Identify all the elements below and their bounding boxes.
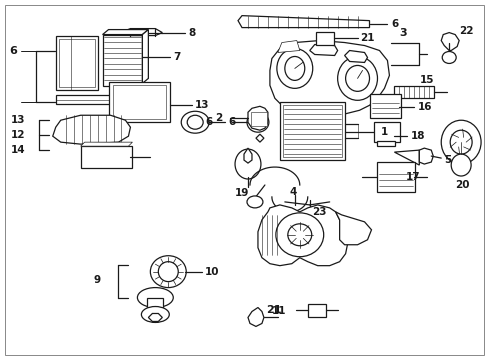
- Bar: [282, 105, 341, 157]
- Bar: [112, 85, 166, 119]
- Text: 10: 10: [205, 267, 219, 276]
- Bar: [59, 39, 94, 87]
- Polygon shape: [440, 32, 458, 50]
- Bar: [377, 141, 395, 146]
- Bar: [279, 102, 344, 160]
- Text: 12: 12: [11, 130, 25, 140]
- Bar: [250, 112, 266, 126]
- Bar: [315, 32, 333, 45]
- Ellipse shape: [246, 196, 263, 208]
- Polygon shape: [258, 205, 347, 266]
- Bar: [102, 35, 142, 86]
- Text: 9: 9: [93, 275, 101, 285]
- Text: 11: 11: [271, 306, 286, 316]
- Ellipse shape: [337, 57, 377, 100]
- Ellipse shape: [276, 49, 312, 88]
- Ellipse shape: [275, 213, 323, 257]
- Polygon shape: [247, 307, 264, 327]
- Polygon shape: [148, 314, 162, 321]
- Text: 15: 15: [419, 75, 433, 85]
- Bar: [369, 94, 401, 118]
- Bar: [56, 95, 125, 104]
- Bar: [56, 36, 98, 90]
- Polygon shape: [247, 106, 267, 130]
- Text: 18: 18: [409, 131, 424, 141]
- Text: 7: 7: [173, 53, 180, 63]
- Ellipse shape: [441, 51, 455, 63]
- Bar: [374, 122, 400, 142]
- Polygon shape: [309, 45, 337, 55]
- Polygon shape: [255, 134, 264, 142]
- Polygon shape: [53, 115, 130, 144]
- Polygon shape: [335, 212, 371, 245]
- Bar: [377, 162, 414, 192]
- Ellipse shape: [235, 149, 261, 179]
- Text: 3: 3: [399, 28, 406, 37]
- Bar: [394, 86, 433, 98]
- Polygon shape: [277, 41, 299, 53]
- Text: 6: 6: [9, 45, 17, 55]
- Ellipse shape: [450, 154, 470, 176]
- Text: 17: 17: [405, 172, 419, 182]
- Bar: [147, 298, 163, 311]
- Bar: [307, 303, 325, 318]
- Polygon shape: [81, 142, 132, 146]
- Text: 19: 19: [234, 188, 249, 198]
- Polygon shape: [394, 150, 419, 165]
- Text: 23: 23: [311, 207, 325, 217]
- Ellipse shape: [181, 111, 209, 133]
- Polygon shape: [142, 30, 148, 84]
- Text: 21: 21: [266, 306, 281, 315]
- Ellipse shape: [440, 120, 480, 164]
- Bar: [81, 146, 132, 168]
- Text: 8: 8: [188, 28, 195, 37]
- Text: 14: 14: [11, 145, 25, 155]
- Ellipse shape: [246, 112, 268, 132]
- Text: 22: 22: [458, 26, 473, 36]
- Polygon shape: [102, 30, 148, 35]
- Text: 5: 5: [443, 155, 450, 165]
- Text: 6: 6: [227, 117, 235, 127]
- Text: 6: 6: [204, 117, 212, 127]
- Text: 1: 1: [380, 127, 387, 137]
- Polygon shape: [269, 41, 388, 117]
- Polygon shape: [419, 148, 432, 164]
- Text: 13: 13: [195, 100, 209, 110]
- Ellipse shape: [150, 256, 186, 288]
- Text: 2: 2: [214, 113, 222, 123]
- Text: 21: 21: [360, 32, 374, 42]
- Ellipse shape: [141, 306, 169, 323]
- Polygon shape: [344, 50, 367, 62]
- Text: 20: 20: [454, 180, 468, 190]
- Ellipse shape: [137, 288, 173, 307]
- Text: 4: 4: [289, 187, 297, 197]
- Text: 16: 16: [416, 102, 431, 112]
- Polygon shape: [238, 15, 369, 28]
- Polygon shape: [244, 148, 251, 163]
- Bar: [108, 82, 170, 122]
- Text: 6: 6: [390, 19, 398, 28]
- Text: 13: 13: [11, 115, 25, 125]
